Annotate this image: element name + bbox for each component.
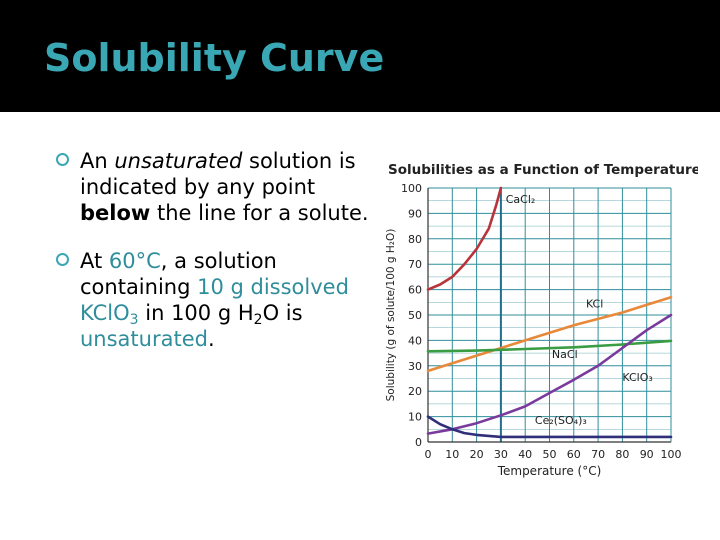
x-tick-label: 90	[640, 448, 654, 461]
x-tick-label: 20	[470, 448, 484, 461]
bullet-unsaturated: An unsaturated solution is indicated by …	[56, 148, 376, 226]
slide-title: Solubility Curve	[44, 36, 385, 80]
bullet2-water-sub: 2	[253, 312, 263, 328]
title-bar	[0, 0, 720, 112]
y-tick-label: 30	[408, 360, 422, 373]
series-line-1	[426, 295, 673, 373]
x-tick-label: 70	[591, 448, 605, 461]
x-tick-label: 30	[494, 448, 508, 461]
series-label-3: KClO₃	[622, 371, 652, 384]
bullet2-period: .	[207, 327, 215, 351]
x-tick-label: 0	[425, 448, 432, 461]
x-tick-label: 100	[661, 448, 682, 461]
bullet2-text-3: in 100 g H	[138, 301, 254, 325]
y-tick-label: 20	[408, 385, 422, 398]
bullet-ring-icon	[56, 253, 69, 266]
y-tick-label: 40	[408, 334, 422, 347]
bullet1-emphasis: unsaturated	[114, 149, 243, 173]
y-tick-label: 80	[408, 233, 422, 246]
bullet1-text-3: the line for a solute.	[150, 201, 369, 225]
bullet2-text-1: At	[80, 249, 109, 273]
y-tick-label: 90	[408, 207, 422, 220]
series-label-1: KCl	[586, 297, 603, 310]
y-tick-label: 0	[415, 436, 422, 449]
series-line-2	[426, 339, 673, 353]
bullet-list: An unsaturated solution is indicated by …	[56, 148, 376, 374]
x-tick-label: 40	[518, 448, 532, 461]
bullet2-amount-sub: 3	[129, 312, 139, 328]
series-line-3	[426, 313, 673, 435]
x-tick-label: 60	[567, 448, 581, 461]
series-label-0: CaCl₂	[506, 193, 536, 206]
series-label-2: NaCl	[552, 348, 578, 361]
series-label-4: Ce₂(SO₄)₃	[535, 414, 587, 427]
bullet1-text-1: An	[80, 149, 115, 173]
y-tick-label: 10	[408, 411, 422, 424]
x-tick-label: 80	[615, 448, 629, 461]
y-tick-label: 60	[408, 284, 422, 297]
y-tick-label: 70	[408, 258, 422, 271]
y-tick-label: 100	[401, 182, 422, 195]
bullet-example: At 60°C, a solution containing 10 g diss…	[56, 248, 376, 352]
bullet1-bold: below	[80, 201, 151, 225]
bullet2-temperature: 60°C	[108, 249, 161, 273]
series-line-0	[426, 186, 503, 291]
series-line-4	[426, 415, 673, 439]
bullet2-text-2: , a solution containing	[80, 249, 277, 299]
bullet2-amount: 10 g dissolved KClO	[80, 275, 349, 325]
y-tick-label: 50	[408, 309, 422, 322]
x-tick-label: 10	[445, 448, 459, 461]
bullet2-result: unsaturated	[80, 327, 208, 351]
chart-svg: Solubilities as a Function of Temperatur…	[385, 162, 698, 478]
x-tick-label: 50	[543, 448, 557, 461]
bullet-ring-icon	[56, 153, 69, 166]
bullet2-text-4: O is	[262, 301, 303, 325]
chart-title: Solubilities as a Function of Temperatur…	[388, 162, 698, 178]
y-axis-label: Solubility (g of solute/100 g H₂O)	[385, 229, 397, 402]
bullet1-text-2: solution is indicated by any point	[80, 149, 356, 199]
x-axis-label: Temperature (°C)	[497, 464, 602, 478]
solubility-chart: Solubilities as a Function of Temperatur…	[378, 150, 698, 490]
